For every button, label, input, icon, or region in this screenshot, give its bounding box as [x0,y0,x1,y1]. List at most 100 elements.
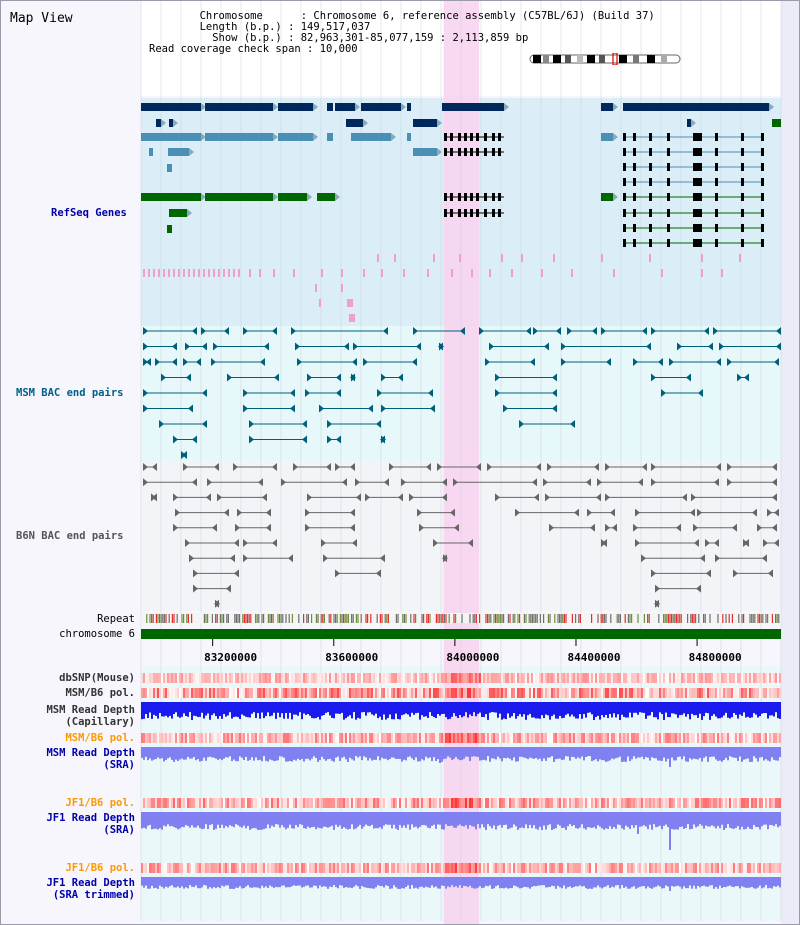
bac-end-marker [152,493,157,502]
polymorphism-cell [467,673,469,683]
polymorphism-cell [757,673,759,683]
bac-end-marker [224,327,229,335]
polymorphism-cell [629,798,631,808]
polymorphism-cell [549,863,551,873]
polymorphism-cell [143,863,145,873]
read-depth-bar [529,812,531,825]
gene-exon [450,193,453,201]
repeat-mark [384,614,386,623]
read-depth-bar [327,812,329,828]
read-depth-bar [317,812,319,828]
polymorphism-cell [227,673,229,683]
repeat-mark [423,614,425,623]
polymorphism-cell [329,798,331,808]
polymorphism-cell [577,688,579,698]
polymorphism-cell [605,673,607,683]
read-depth-bar [691,812,693,829]
read-depth-bar [161,812,163,830]
polymorphism-cell [597,673,599,683]
polymorphism-cell [599,733,601,743]
repeat-mark [530,614,532,623]
polymorphism-cell [681,688,683,698]
read-depth-bar [549,747,551,758]
read-depth-bar [535,877,537,887]
read-depth-bar [283,877,285,886]
read-depth-bar [647,747,649,758]
read-depth-bar [615,812,617,829]
polymorphism-cell [481,688,483,698]
polymorphism-cell [537,673,539,683]
bac-end-marker [476,463,481,471]
polymorphism-cell [459,733,461,743]
polymorphism-cell [407,863,409,873]
polymorphism-cell [691,863,693,873]
repeat-label: Repeat [97,613,135,625]
read-depth-bar [229,812,231,826]
polymorphism-cell [637,688,639,698]
bac-end-marker [586,478,591,487]
repeat-mark [317,614,319,623]
polymorphism-cell [589,688,591,698]
polymorphism-cell [735,688,737,698]
read-depth-bar [397,812,399,830]
bac-end-marker [694,539,699,547]
jf1-read-depth-sra-label: JF1 Read Depth (SRA) [46,812,135,836]
read-depth-bar [243,877,245,889]
read-depth-bar [273,877,275,888]
polymorphism-cell [535,798,537,808]
polymorphism-cell [353,863,355,873]
polymorphism-cell [613,733,615,743]
polymorphism-cell [367,688,369,698]
read-depth-bar [771,702,773,716]
polymorphism-cell [391,673,393,683]
polymorphism-cell [289,733,291,743]
polymorphism-cell [505,673,507,683]
polymorphism-cell [531,733,533,743]
chromosome-info: Chromosome : Chromosome 6, reference ass… [149,11,655,55]
read-depth-bar [161,747,163,759]
read-depth-bar [289,747,291,761]
gene-exon [696,224,699,232]
polymorphism-cell [221,673,223,683]
polymorphism-cell [739,863,741,873]
polymorphism-cell [195,798,197,808]
gene-exon [693,239,696,247]
read-depth-bar [763,702,765,714]
repeat-mark [671,614,673,623]
read-depth-bar [183,877,185,889]
read-depth-bar [401,747,403,762]
polymorphism-cell [359,673,361,683]
repeat-mark [498,614,500,623]
polymorphism-cell [199,733,201,743]
polymorphism-cell [421,863,423,873]
read-depth-bar [277,702,279,713]
gene-arrow [273,103,278,111]
polymorphism-cell [625,798,627,808]
gene-exon [470,133,473,141]
read-depth-bar [427,812,429,828]
read-depth-bar [711,747,713,757]
polymorphism-cell [629,863,631,873]
chromosome-ideogram-icon[interactable] [529,53,683,65]
bac-end-marker [389,463,394,471]
repeat-mark [298,614,300,623]
polymorphism-cell [611,673,613,683]
polymorphism-cell [473,863,475,873]
polymorphism-cell [605,733,607,743]
read-depth-bar [461,747,463,760]
read-depth-bar [769,812,771,825]
read-depth-bar [365,877,367,888]
read-depth-bar [351,702,353,719]
read-depth-bar [237,747,239,762]
polymorphism-cell [763,798,765,808]
polymorphism-cell [763,863,765,873]
polymorphism-cell [187,863,189,873]
polymorphism-cell [659,733,661,743]
read-depth-bar [499,877,501,889]
polymorphism-cell [193,798,195,808]
polymorphism-cell [265,798,267,808]
polymorphism-cell [591,688,593,698]
polymorphism-cell [705,688,707,698]
polymorphism-cell [331,688,333,698]
read-depth-bar [215,877,217,889]
